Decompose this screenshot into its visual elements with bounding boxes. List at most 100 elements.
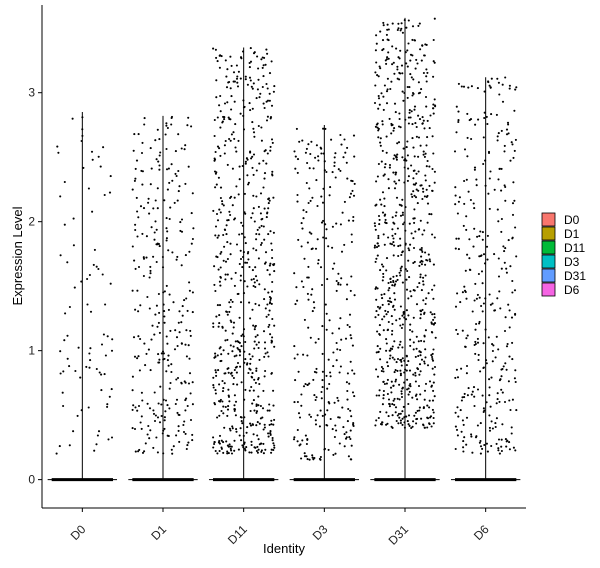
data-point-D11 [245, 431, 248, 434]
data-point-D1 [159, 151, 162, 154]
data-point-D11 [218, 66, 221, 69]
data-point-D31 [392, 254, 395, 257]
data-point-D1 [136, 289, 139, 292]
data-point-D6 [465, 372, 468, 375]
data-point-D31 [379, 144, 382, 147]
data-point-D31 [378, 333, 381, 336]
data-point-D3 [342, 426, 345, 429]
data-point-D31 [431, 135, 434, 138]
data-point-D3 [298, 140, 301, 143]
data-point-D1 [190, 125, 193, 128]
data-point-D11 [214, 172, 217, 175]
data-point-D11 [217, 369, 220, 372]
data-point-D31 [403, 421, 406, 424]
data-point-D6 [507, 303, 510, 306]
data-point-D11 [224, 228, 227, 232]
data-point-D1 [165, 147, 168, 151]
data-point-D31 [387, 299, 390, 303]
data-point-D6 [473, 395, 476, 398]
data-point-D6 [484, 297, 487, 300]
data-point-D1 [156, 243, 159, 246]
data-point-D31 [377, 416, 380, 420]
data-point-D31 [401, 423, 404, 426]
data-point-D11 [252, 389, 255, 392]
data-point-D11 [268, 423, 271, 426]
data-point-D31 [376, 126, 379, 129]
data-point-D3 [304, 382, 307, 386]
data-point-D6 [495, 335, 498, 338]
data-point-D3 [331, 332, 334, 335]
data-point-D3 [339, 223, 342, 226]
data-point-D3 [328, 194, 331, 197]
data-point-D11 [242, 99, 245, 102]
data-point-D31 [378, 218, 381, 221]
data-point-D1 [158, 245, 161, 248]
data-point-D1 [168, 217, 171, 221]
data-point-D31 [407, 393, 410, 396]
data-point-D31 [433, 316, 436, 319]
data-point-D6 [454, 194, 457, 197]
data-point-D31 [397, 141, 401, 144]
data-point-D31 [386, 392, 389, 396]
data-point-D1 [140, 169, 143, 172]
data-point-D11 [218, 208, 221, 211]
data-point-D31 [405, 355, 408, 358]
data-point-D11 [231, 332, 234, 335]
data-point-D6 [494, 356, 497, 359]
data-point-D0 [100, 343, 104, 346]
data-point-D6 [470, 137, 473, 141]
data-point-D3 [305, 147, 308, 150]
data-point-D1 [191, 192, 194, 195]
data-point-D3 [338, 371, 341, 374]
data-point-D3 [336, 348, 339, 351]
data-point-D31 [376, 242, 379, 245]
data-point-D11 [268, 92, 271, 95]
data-point-D31 [422, 424, 425, 427]
data-point-D11 [249, 362, 252, 365]
data-point-D11 [216, 416, 219, 419]
data-point-D31 [417, 340, 420, 343]
data-point-D11 [221, 390, 225, 393]
data-point-D3 [296, 428, 299, 432]
data-point-D11 [271, 336, 274, 339]
data-point-D6 [495, 113, 498, 116]
data-point-D11 [272, 231, 275, 234]
data-point-D1 [191, 311, 194, 314]
data-point-D11 [252, 324, 255, 327]
data-point-D11 [269, 230, 272, 233]
data-point-D31 [426, 426, 429, 429]
data-point-D11 [259, 212, 262, 215]
data-point-D3 [309, 199, 312, 202]
data-point-D6 [458, 196, 461, 199]
data-point-D11 [239, 77, 242, 80]
data-point-D0 [103, 373, 106, 376]
data-point-D3 [346, 420, 349, 423]
data-point-D1 [167, 308, 170, 311]
data-point-D11 [266, 152, 269, 155]
data-point-D31 [420, 88, 423, 91]
data-point-D31 [392, 61, 395, 64]
data-point-D6 [466, 112, 469, 115]
data-point-D31 [413, 260, 416, 263]
data-point-D1 [158, 421, 162, 424]
data-point-D31 [409, 290, 412, 293]
data-point-D3 [345, 431, 348, 434]
data-point-D31 [375, 246, 379, 249]
data-point-D1 [173, 348, 177, 351]
data-point-D3 [312, 378, 315, 381]
data-point-D11 [216, 236, 219, 239]
data-point-D6 [500, 217, 503, 221]
data-point-D31 [414, 355, 417, 358]
data-point-D3 [293, 357, 296, 360]
data-point-D3 [305, 455, 308, 458]
zero-bands [51, 478, 517, 482]
data-point-D11 [218, 322, 221, 325]
data-point-D3 [334, 176, 337, 179]
data-point-D3 [353, 294, 356, 297]
data-point-D31 [408, 369, 412, 372]
data-point-D3 [314, 423, 318, 426]
data-point-D1 [160, 352, 163, 355]
data-point-D6 [470, 435, 473, 438]
data-point-D11 [270, 138, 274, 141]
data-point-D31 [419, 219, 422, 222]
